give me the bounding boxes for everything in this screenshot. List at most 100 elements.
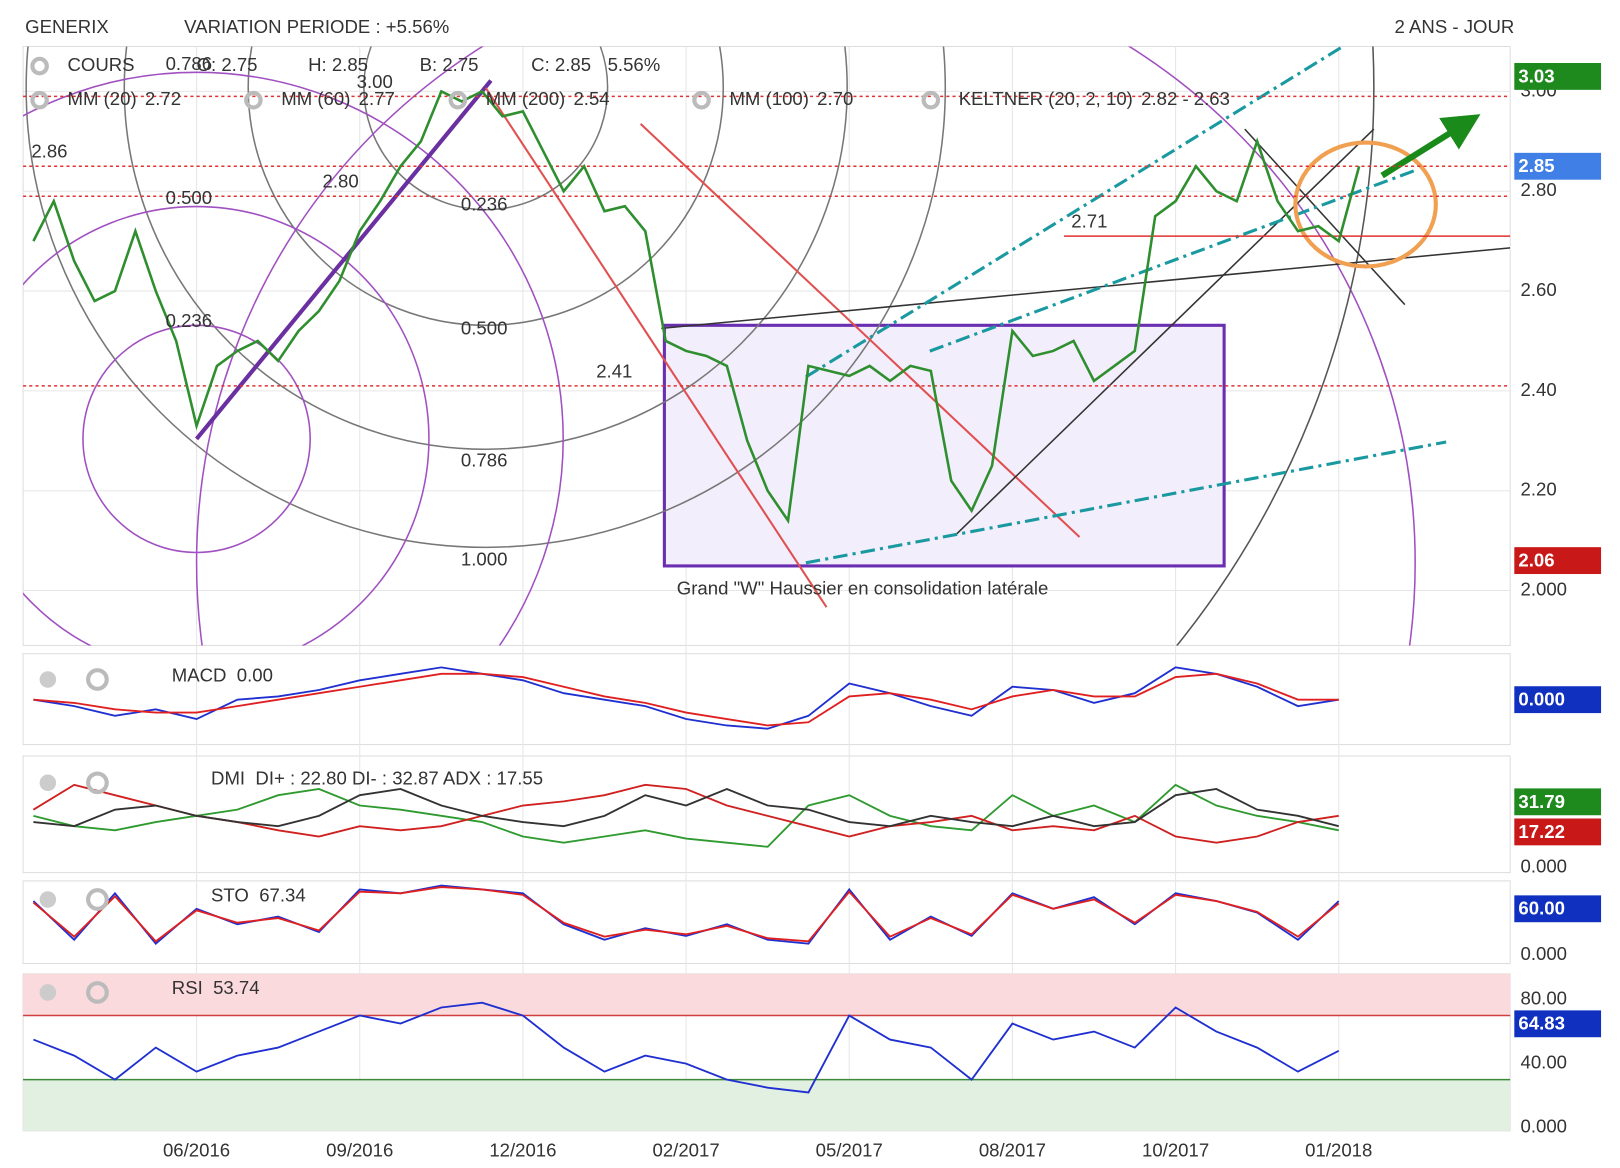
pattern-annotation: Grand "W" Haussier en consolidation laté… [677,578,1049,599]
y-tick-label: 0.000 [1521,1116,1568,1137]
indicator-value: 67.34 [259,884,305,905]
fib-arc [195,46,1416,646]
trend-line [194,79,493,441]
fib-label: 0.236 [166,310,213,331]
gear-icon[interactable] [30,56,49,76]
gear-icon[interactable] [921,90,941,110]
y-tick-label: 40.00 [1521,1052,1568,1073]
price-marker [1514,62,1602,90]
indicator-value: 2.82 - 2.63 [1141,88,1230,109]
indicator-name: MM (100) [729,88,808,109]
close-icon[interactable] [39,671,57,688]
price-marker [1514,788,1602,816]
channel-line [929,168,1416,353]
fib-arc [123,46,848,450]
price-marker [1514,895,1602,923]
x-tick-label: 05/2017 [816,1139,883,1160]
indicator-value: 2.70 [817,88,853,109]
price-marker [1514,547,1602,575]
trend-line [955,128,1375,536]
price-marker-label: 2.85 [1518,155,1554,176]
level-label: 2.71 [1071,211,1107,232]
series-line [33,672,1339,727]
indicator-title: MACD [172,664,227,685]
gear-icon[interactable] [86,888,109,911]
grid [23,46,1511,1131]
fib-label: 1.000 [461,549,508,570]
channel-line [805,440,1447,565]
stock-title: GENERIX [25,16,109,37]
indicator-title: DMI [211,768,245,789]
indicator-name: MM (60) [281,88,350,109]
change: 5.56% [608,54,661,75]
fib-label: 0.786 [461,450,508,471]
trend-line [484,87,828,608]
level-label: 2.41 [596,360,632,381]
quote: H: 2.85 [308,54,368,75]
fib-arc [363,46,609,211]
dmi-panel [22,755,1511,874]
price-marker-label: 64.83 [1518,1013,1565,1034]
price-marker-label: 0.000 [1518,689,1565,710]
close-icon[interactable] [39,984,57,1001]
series-line [32,89,1361,525]
y-tick-label: 80.00 [1521,987,1568,1008]
indicator-value: 0.00 [237,664,273,685]
price-marker [1514,686,1602,714]
sto-panel [22,880,1511,965]
legend-cours: COURS [67,54,134,75]
variation: VARIATION PERIODE : +5.56% [184,16,449,37]
gear-icon[interactable] [86,771,109,795]
gear-icon[interactable] [30,90,49,110]
indicator-value: 53.74 [213,977,260,998]
indicator-title: STO [211,884,249,905]
price-marker-label: 3.03 [1518,65,1554,86]
gear-icon[interactable] [244,90,263,110]
highlight-circle [1293,140,1438,269]
indicator-legend: MM (20) 2.72 MM (60) 2.77 MM (200) 2.54 MM (10… [30,88,1230,110]
y-tick-label: 0.000 [1521,855,1568,876]
price-marker-label: 17.22 [1518,821,1565,842]
y-tick-label: 2.20 [1521,479,1557,500]
x-tick-label: 02/2017 [652,1139,719,1160]
level-label: 2.86 [31,141,67,162]
overbought-zone [23,973,1511,1016]
indicator-title: RSI [172,977,203,998]
indicator-value: 2.54 [573,88,609,109]
x-tick-label: 08/2017 [979,1139,1046,1160]
y-tick-label: 2.000 [1521,578,1568,599]
x-tick-label: 09/2016 [326,1139,393,1160]
gear-icon[interactable] [692,90,711,110]
gear-icon[interactable] [448,90,468,110]
indicator-value: 2.77 [359,88,395,109]
close-icon[interactable] [39,891,57,908]
series-line [32,783,1339,844]
fib-arc [23,205,430,646]
quote: O: 2.75 [197,54,258,75]
fib-arc [1175,46,1375,646]
close-icon[interactable] [39,774,57,792]
up-arrow [1380,114,1481,179]
series-line [33,1001,1340,1094]
fib-labels: 0.786 0.500 0.236 0.236 0.500 0.786 1.00… [166,53,508,570]
y-tick-label: 2.40 [1521,379,1557,400]
quote: C: 2.85 [531,54,591,75]
fib-arc [247,46,724,327]
price-marker-label: 31.79 [1518,791,1565,812]
y-tick-label: 2.80 [1521,179,1557,200]
x-tick-label: 12/2016 [489,1139,556,1160]
level-label: 3.00 [357,71,393,92]
gear-icon[interactable] [86,668,109,691]
price-marker-label: 60.00 [1518,898,1565,919]
fib-label: 0.500 [166,187,213,208]
trend-line [661,247,1511,330]
level-label: 2.80 [323,171,359,192]
indicator-name: MM (20) [67,88,136,109]
channel-line [805,46,1344,379]
quote: B: 2.75 [420,54,479,75]
gear-icon[interactable] [86,981,109,1004]
price-marker [1514,152,1602,180]
x-tick-label: 10/2017 [1142,1139,1209,1160]
